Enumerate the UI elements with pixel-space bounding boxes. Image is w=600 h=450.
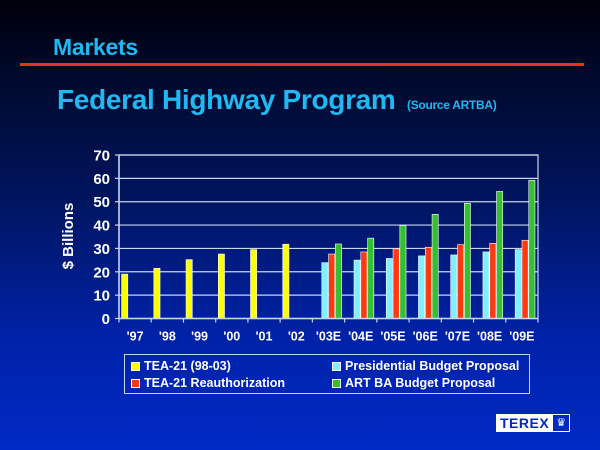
- x-tick-label: '02: [288, 330, 305, 344]
- x-tick-label: '99: [191, 330, 208, 344]
- bar-tea-21-98-03: [121, 273, 129, 319]
- y-tick-label: 0: [102, 311, 110, 328]
- y-tick-labels: 0 10 20 30 40 50 60 70: [93, 148, 110, 329]
- y-tick-label: 70: [93, 148, 110, 165]
- x-tick-label: '98: [159, 330, 176, 344]
- y-tick-label: 60: [93, 171, 110, 188]
- section-title: Markets: [53, 34, 138, 60]
- bar-presidential-budget-proposal: [353, 259, 361, 319]
- x-tick-label: '97: [127, 330, 144, 344]
- bar-presidential-budget-proposal: [385, 258, 393, 319]
- bar-tea-21-reauthorization: [521, 239, 529, 319]
- bar-tea-21-reauthorization: [328, 253, 336, 319]
- slide-title-text: Federal Highway Program: [57, 84, 396, 115]
- bar-presidential-budget-proposal: [418, 255, 425, 319]
- y-tick-label: 50: [93, 194, 110, 211]
- x-tick-label: '05E: [380, 330, 405, 344]
- y-tick-label: 40: [93, 218, 110, 235]
- bar-art-ba-budget-proposal: [431, 214, 439, 319]
- crown-icon: ♛: [552, 415, 570, 431]
- legend-item-presidential: Presidential Budget Proposal: [332, 359, 519, 373]
- bar-art-ba-budget-proposal: [335, 243, 342, 319]
- y-tick-label: 10: [93, 288, 110, 305]
- legend-label: TEA-21 (98-03): [144, 359, 231, 373]
- legend-swatch-tea21: [131, 361, 140, 371]
- x-tick-label: '01: [256, 330, 273, 344]
- source-note: (Source ARTBA): [407, 98, 497, 112]
- bar-art-ba-budget-proposal: [367, 237, 375, 319]
- bar-tea-21-reauthorization: [457, 244, 465, 319]
- bar-art-ba-budget-proposal: [528, 179, 536, 319]
- legend-swatch-presidential: [332, 361, 341, 371]
- logo-wordmark: TEREX: [497, 415, 553, 431]
- bar-tea-21-98-03: [250, 249, 258, 319]
- x-tick-labels: '97 '98 '99 '00 '01 '02 '03E '04E '05E '06E '07E '0…: [127, 330, 535, 344]
- x-tick-label: '06E: [413, 330, 438, 344]
- bar-presidential-budget-proposal: [321, 262, 329, 319]
- bar-tea-21-98-03: [185, 259, 193, 319]
- bar-art-ba-budget-proposal: [464, 203, 471, 319]
- bar-art-ba-budget-proposal: [496, 191, 504, 319]
- bar-presidential-budget-proposal: [482, 251, 490, 319]
- legend-label: Presidential Budget Proposal: [345, 359, 520, 373]
- bar-tea-21-98-03: [153, 267, 161, 319]
- y-axis-title: $ Billions: [60, 203, 77, 270]
- bar-tea-21-98-03: [217, 253, 225, 319]
- x-tick-label: '03E: [316, 330, 341, 344]
- chart-legend: TEA-21 (98-03) Presidential Budget Propo…: [124, 354, 530, 394]
- legend-item-artba: ART BA Budget Proposal: [332, 376, 495, 390]
- bar-presidential-budget-proposal: [450, 254, 458, 319]
- axes: [115, 154, 539, 323]
- y-tick-label: 20: [93, 264, 110, 281]
- terex-logo: TEREX ♛: [496, 414, 571, 432]
- bar-presidential-budget-proposal: [514, 249, 522, 319]
- legend-item-tea21: TEA-21 (98-03): [131, 359, 231, 373]
- title-divider: [20, 63, 584, 66]
- legend-label: ART BA Budget Proposal: [345, 376, 496, 390]
- legend-item-reauthorization: TEA-21 Reauthorization: [131, 376, 285, 390]
- bars: [121, 179, 536, 319]
- y-tick-label: 30: [93, 241, 110, 258]
- bar-tea-21-reauthorization: [360, 251, 368, 319]
- x-tick-label: '00: [223, 330, 240, 344]
- bar-art-ba-budget-proposal: [399, 225, 407, 319]
- x-tick-label: '08E: [477, 330, 502, 344]
- x-tick-label: '09E: [509, 330, 534, 344]
- slide-title: Federal Highway Program (Source ARTBA): [57, 84, 497, 116]
- legend-label: TEA-21 Reauthorization: [144, 376, 285, 390]
- bar-tea-21-reauthorization: [392, 248, 400, 319]
- legend-swatch-artba: [332, 378, 341, 388]
- bar-tea-21-reauthorization: [424, 246, 432, 319]
- x-tick-label: '07E: [445, 330, 470, 344]
- bar-tea-21-reauthorization: [489, 242, 497, 319]
- x-tick-label: '04E: [348, 330, 373, 344]
- bar-tea-21-98-03: [282, 243, 290, 319]
- legend-swatch-reauthorization: [131, 378, 140, 388]
